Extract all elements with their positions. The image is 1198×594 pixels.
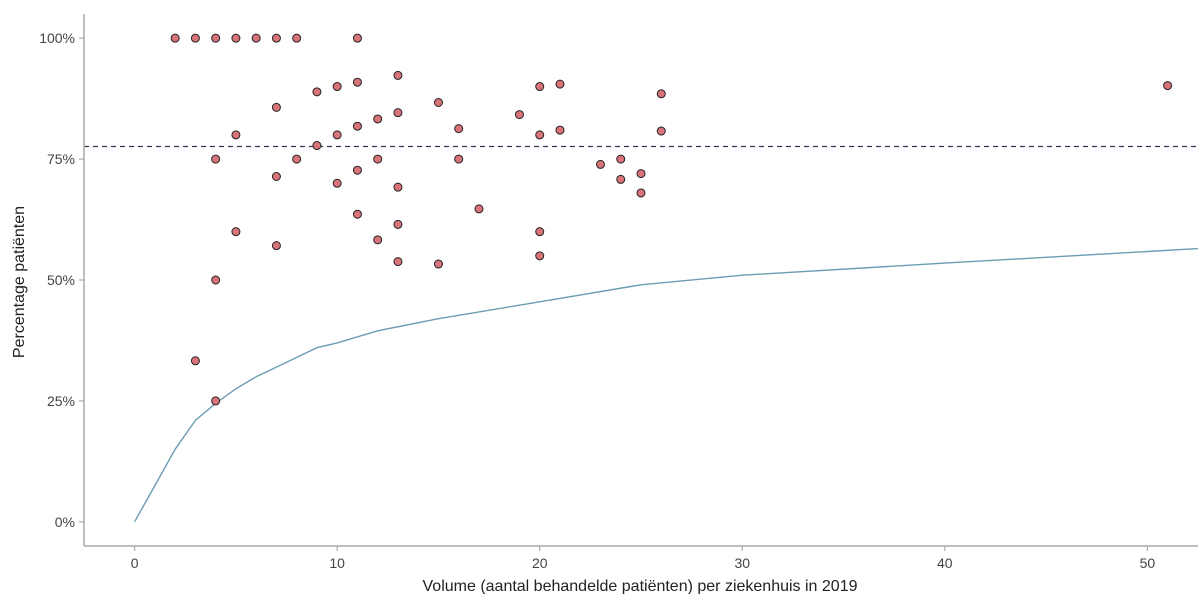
data-point: [292, 154, 302, 164]
data-point: [352, 165, 362, 175]
data-point: [211, 154, 221, 164]
data-point: [271, 241, 281, 251]
data-point: [555, 79, 565, 89]
data-point: [373, 235, 383, 245]
data-point: [231, 227, 241, 237]
y-axis-title: Percentage patiënten: [11, 206, 28, 358]
y-axis: 0% 25% 50% 75% 100%: [39, 14, 85, 546]
data-point: [636, 169, 646, 179]
data-point: [393, 257, 403, 267]
data-point: [332, 82, 342, 92]
data-point: [595, 159, 605, 169]
data-point: [231, 130, 241, 140]
data-point: [535, 251, 545, 261]
data-point: [211, 33, 221, 43]
data-point: [454, 124, 464, 134]
x-axis: 0 10 20 30 40 50: [84, 545, 1198, 571]
data-point: [514, 110, 524, 120]
data-point: [332, 130, 342, 140]
data-point: [433, 98, 443, 108]
data-point: [393, 108, 403, 118]
data-point: [616, 154, 626, 164]
y-tick-label: 75%: [47, 151, 75, 167]
x-tick-label: 0: [131, 555, 139, 571]
data-point: [352, 209, 362, 219]
data-point: [555, 125, 565, 135]
data-point: [373, 114, 383, 124]
y-tick-label: 100%: [39, 30, 75, 46]
data-point: [352, 33, 362, 43]
data-point: [454, 154, 464, 164]
y-tick-label: 0%: [55, 514, 75, 530]
data-point: [231, 33, 241, 43]
data-point: [535, 82, 545, 92]
data-point: [636, 188, 646, 198]
data-point: [251, 33, 261, 43]
data-point: [271, 172, 281, 182]
data-point: [656, 126, 666, 136]
data-point: [211, 396, 221, 406]
x-axis-title: Volume (aantal behandelde patiënten) per…: [423, 578, 858, 594]
data-point: [271, 102, 281, 112]
data-point: [535, 130, 545, 140]
data-point: [352, 121, 362, 131]
data-point: [393, 219, 403, 229]
data-point: [393, 182, 403, 192]
data-point: [312, 141, 322, 151]
data-point: [474, 204, 484, 214]
plot-area: [84, 33, 1198, 523]
x-tick-label: 10: [329, 555, 345, 571]
data-point: [292, 33, 302, 43]
threshold-curve: [133, 247, 1198, 523]
data-point: [312, 87, 322, 97]
data-point: [271, 33, 281, 43]
data-point: [373, 154, 383, 164]
data-point: [190, 33, 200, 43]
y-tick-label: 50%: [47, 272, 75, 288]
x-tick-label: 20: [532, 555, 548, 571]
x-tick-label: 30: [734, 555, 750, 571]
data-point: [393, 70, 403, 80]
data-point: [1163, 81, 1173, 91]
data-point: [332, 178, 342, 188]
x-tick-label: 50: [1140, 555, 1156, 571]
data-point: [211, 275, 221, 285]
data-point: [656, 89, 666, 99]
data-point: [433, 259, 443, 269]
data-point: [190, 356, 200, 366]
data-point: [535, 227, 545, 237]
data-point: [352, 77, 362, 87]
x-tick-label: 40: [937, 555, 953, 571]
data-point: [616, 174, 626, 184]
y-tick-label: 25%: [47, 393, 75, 409]
data-point: [170, 33, 180, 43]
